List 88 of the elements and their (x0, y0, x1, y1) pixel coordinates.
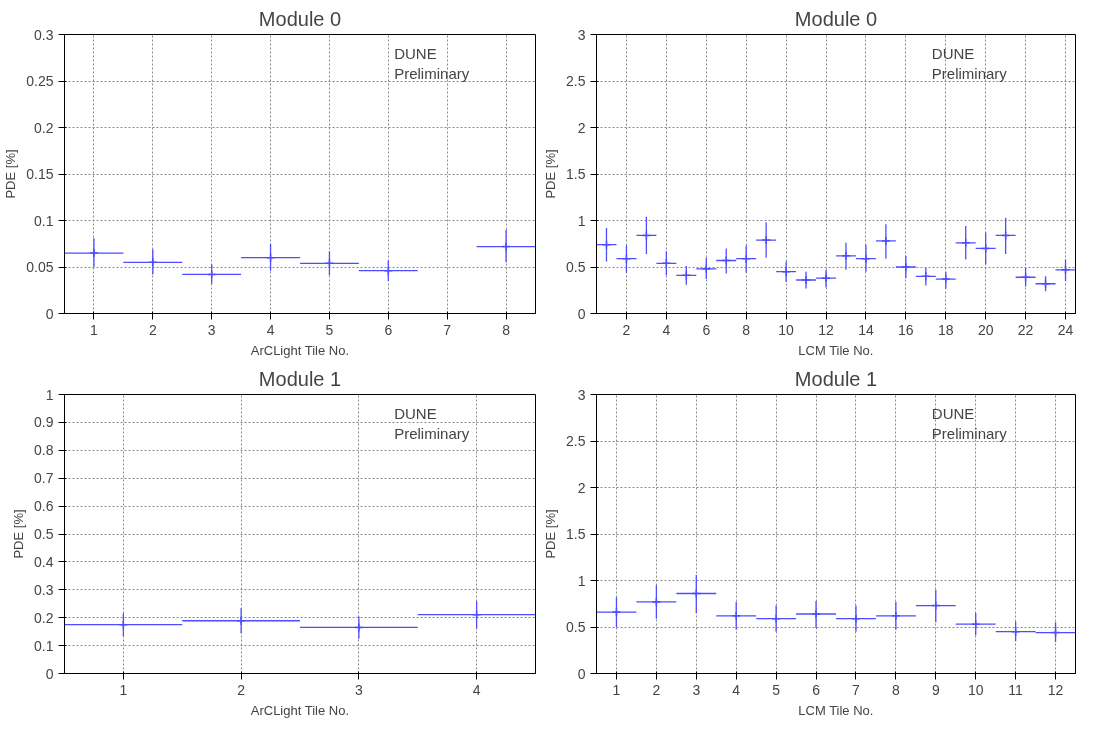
x-tick-label: 22 (1017, 321, 1034, 338)
x-axis-title: ArCLight Tile No. (250, 342, 350, 358)
x-tick-label: 1 (612, 681, 621, 698)
x-tick-label: 6 (812, 681, 821, 698)
y-tick-label: 0.4 (34, 553, 54, 570)
x-tick-label: 16 (898, 321, 914, 338)
x-tick-label: 10 (778, 321, 795, 338)
y-tick-label: 0.9 (34, 414, 54, 431)
annotation: DUNE (931, 405, 975, 423)
y-tick-label: 0.15 (26, 166, 54, 182)
y-tick-label: 0.25 (26, 73, 54, 89)
y-tick-label: 1 (577, 212, 586, 229)
x-tick-label: 11 (1008, 681, 1024, 698)
y-tick-label: 1 (577, 572, 586, 589)
chart-title: Module 0 (258, 7, 342, 30)
y-tick-label: 0 (577, 305, 586, 322)
y-tick-label: 0.1 (34, 212, 54, 229)
x-axis-title: ArCLight Tile No. (250, 702, 350, 718)
y-tick-label: 1.5 (566, 526, 586, 542)
x-tick-label: 7 (443, 321, 452, 338)
annotation: Preliminary (931, 64, 1008, 82)
annotation: DUNE (394, 45, 437, 63)
x-axis-title: LCM Tile No. (798, 702, 874, 718)
x-tick-label: 12 (818, 321, 835, 338)
x-tick-label: 12 (1047, 681, 1064, 698)
annotation: Preliminary (394, 64, 470, 82)
annotation: DUNE (931, 45, 975, 63)
y-tick-label: 2 (577, 479, 586, 496)
y-axis-title: PDE [%] (11, 509, 27, 559)
y-axis-title: PDE [%] (543, 149, 559, 199)
y-axis-title: PDE [%] (543, 509, 559, 559)
y-tick-label: 1.5 (566, 166, 586, 182)
y-tick-label: 2.5 (566, 73, 586, 89)
x-tick-label: 4 (472, 681, 481, 698)
x-tick-label: 2 (148, 321, 157, 338)
y-tick-label: 0.6 (34, 498, 54, 515)
y-tick-label: 0 (45, 305, 54, 322)
x-tick-label: 8 (742, 321, 751, 338)
x-tick-label: 20 (977, 321, 994, 338)
x-tick-label: 4 (266, 321, 275, 338)
annotation: DUNE (394, 405, 437, 423)
y-tick-label: 0.5 (566, 619, 586, 635)
x-tick-label: 7 (852, 681, 861, 698)
y-tick-label: 0.8 (34, 442, 54, 459)
x-tick-label: 1 (90, 321, 99, 338)
y-tick-label: 2.5 (566, 433, 586, 449)
chart-title: Module 1 (258, 367, 342, 390)
x-tick-label: 6 (702, 321, 711, 338)
y-tick-label: 0.1 (34, 637, 54, 654)
chart-title: Module 0 (794, 7, 878, 30)
x-tick-label: 8 (891, 681, 900, 698)
y-tick-label: 0 (45, 665, 54, 682)
x-tick-label: 14 (858, 321, 874, 338)
y-tick-label: 0.3 (34, 26, 54, 43)
y-tick-label: 0.2 (34, 119, 54, 136)
x-tick-label: 24 (1057, 321, 1074, 338)
y-tick-label: 0.7 (34, 470, 54, 487)
x-tick-label: 3 (692, 681, 701, 698)
x-tick-label: 4 (662, 321, 671, 338)
x-tick-label: 9 (931, 681, 940, 698)
y-tick-label: 0.2 (34, 609, 54, 626)
y-tick-label: 0.3 (34, 581, 54, 598)
x-tick-label: 2 (652, 681, 661, 698)
y-tick-label: 0.5 (34, 526, 54, 542)
x-tick-label: 18 (937, 321, 954, 338)
x-tick-label: 3 (354, 681, 363, 698)
x-tick-label: 2 (622, 321, 631, 338)
y-tick-label: 0 (577, 665, 586, 682)
y-tick-label: 2 (577, 119, 586, 136)
x-tick-label: 8 (502, 321, 511, 338)
y-tick-label: 1 (45, 386, 54, 403)
x-tick-label: 3 (207, 321, 216, 338)
y-tick-label: 0.05 (26, 259, 54, 275)
x-tick-label: 5 (772, 681, 781, 698)
x-axis-title: LCM Tile No. (798, 342, 874, 358)
x-tick-label: 10 (967, 681, 984, 698)
x-tick-label: 6 (384, 321, 393, 338)
y-tick-label: 3 (577, 386, 586, 403)
x-tick-label: 4 (732, 681, 741, 698)
x-tick-label: 1 (119, 681, 128, 698)
x-tick-label: 2 (237, 681, 246, 698)
chart-title: Module 1 (794, 367, 878, 390)
y-tick-label: 0.5 (566, 259, 586, 275)
annotation: Preliminary (394, 424, 470, 442)
y-tick-label: 3 (577, 26, 586, 43)
annotation: Preliminary (931, 424, 1008, 442)
y-axis-title: PDE [%] (3, 149, 19, 199)
x-tick-label: 5 (325, 321, 334, 338)
